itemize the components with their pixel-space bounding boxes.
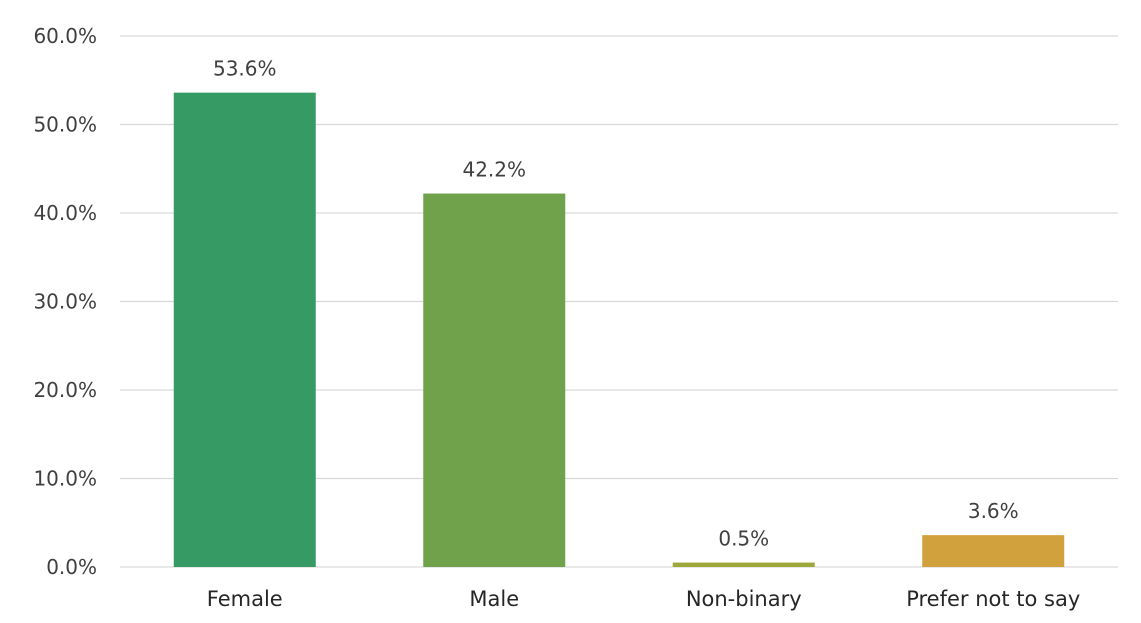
data-label: 3.6%: [968, 499, 1019, 523]
y-tick-label: 20.0%: [33, 378, 97, 402]
bar: [173, 92, 316, 567]
y-tick-label: 60.0%: [33, 24, 97, 48]
y-tick-label: 0.0%: [46, 555, 97, 579]
y-tick-label: 50.0%: [33, 113, 97, 137]
x-category-label: Prefer not to say: [906, 587, 1080, 611]
y-tick-label: 30.0%: [33, 290, 97, 314]
bars: [173, 92, 1065, 567]
bar: [672, 562, 815, 567]
y-tick-label: 40.0%: [33, 201, 97, 225]
x-category-label: Male: [469, 587, 519, 611]
x-category-label: Non-binary: [686, 587, 802, 611]
x-category-label: Female: [207, 587, 283, 611]
data-labels: 53.6% 42.2% 0.5% 3.6%: [213, 57, 1019, 551]
data-label: 53.6%: [213, 57, 277, 81]
x-axis-category-labels: Female Male Non-binary Prefer not to say: [207, 587, 1081, 611]
bar: [423, 193, 566, 567]
data-label: 42.2%: [462, 158, 526, 182]
y-tick-label: 10.0%: [33, 467, 97, 491]
y-axis-tick-labels: 0.0% 10.0% 20.0% 30.0% 40.0% 50.0% 60.0%: [33, 24, 97, 579]
data-label: 0.5%: [718, 527, 769, 551]
bar: [922, 535, 1065, 567]
